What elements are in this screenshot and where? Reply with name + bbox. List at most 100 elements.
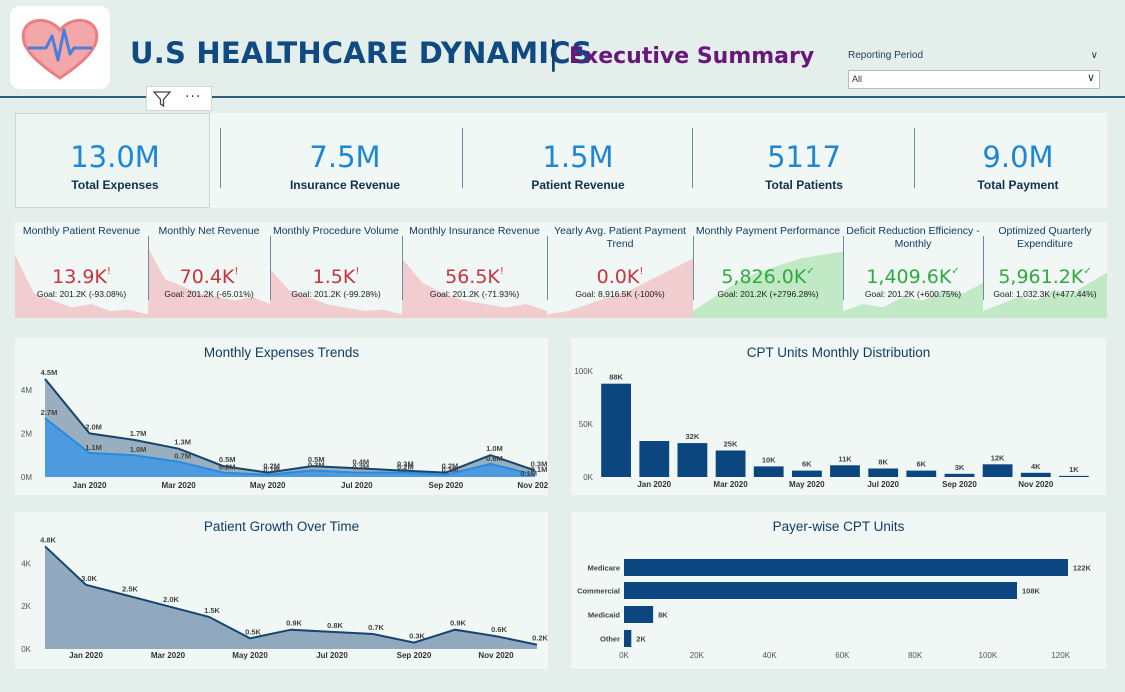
trend-area [693,251,843,318]
checkmark-icon: ✓ [806,266,815,277]
bar [624,559,1068,576]
data-label: 0.2M [442,462,459,471]
bar [830,465,860,477]
slicer-label: Reporting Period [848,50,924,61]
kpi-insurance-revenue[interactable]: 7.5M Insurance Revenue [225,113,465,208]
kpi-label: Patient Revenue [531,178,625,192]
x-tick-label: 100K [979,651,998,660]
kpi-divider [914,128,915,188]
x-tick-label: 20K [690,651,705,660]
visual-header-toolbar: ··· [146,86,212,111]
bar [1020,472,1051,477]
goal-kpi-card[interactable]: Monthly Procedure Volume 1.5K! Goal: 201.2… [270,222,402,318]
data-label: 0.1M [531,465,548,474]
goal-kpi-card[interactable]: Deficit Reduction Efficiency - Monthly 1,… [843,222,983,318]
monthly-expenses-chart[interactable]: Monthly Expenses Trends 0M 2M 4M 4.5M 2.0M 1.… [15,338,548,495]
y-tick-label: 0M [21,473,32,482]
data-label: 11K [838,454,852,463]
x-tick-label: Mar 2020 [713,480,748,489]
goal-kpi-title: Monthly Net Revenue [158,225,260,237]
kpi-total-expenses[interactable]: 13.0M Total Expenses [15,113,215,208]
bar [624,606,654,623]
data-label: 0.8K [327,621,343,630]
goal-kpi-divider [843,236,844,300]
filter-icon[interactable] [152,90,172,108]
y-tick-label: 50K [579,420,594,429]
bar [753,466,784,477]
kpi-total-payment[interactable]: 9.0M Total Payment [915,113,1121,208]
goal-kpi-card[interactable]: Monthly Insurance Revenue 56.5K! Goal: 201… [402,222,547,318]
goal-kpi-divider [148,236,149,300]
header-divider [0,96,1125,98]
payer-cpt-chart[interactable]: Payer-wise CPT Units Medicare 122K Commerc… [571,512,1106,669]
chart-title: Payer-wise CPT Units [772,519,905,534]
goal-kpi-number: 70.4K [179,266,235,288]
chevron-down-icon[interactable]: ∨ [1090,50,1098,61]
series-line [44,378,536,474]
x-tick-label: Sep 2020 [429,481,464,490]
data-label: 1K [1069,465,1079,474]
goal-kpi-goal: Goal: 1,032.3K (+477.44%) [993,289,1097,299]
bar [639,441,670,477]
y-category-label: Commercial [577,587,620,596]
logo [10,6,110,89]
kpi-label: Total Patients [765,178,843,192]
kpi-patient-revenue[interactable]: 1.5M Patient Revenue [463,113,693,208]
data-label: 0.3M [531,459,548,468]
goal-kpi-card[interactable]: Optimized Quarterly Expenditure 5,961.2K✓… [983,222,1107,318]
bar [601,383,631,477]
more-options-icon[interactable]: ··· [185,89,202,105]
goal-kpi-card[interactable]: Monthly Patient Revenue 13.9K! Goal: 201.2… [15,222,148,318]
y-tick-label: 0K [583,473,593,482]
y-category-label: Other [600,635,620,644]
data-label: 108K [1022,587,1041,596]
goal-kpi-card[interactable]: Monthly Payment Performance 5,826.0K✓ Goal… [693,222,843,318]
chart-title: Patient Growth Over Time [203,519,360,534]
data-label: 122K [1073,564,1092,573]
goal-kpi-goal: Goal: 201.2K (-99.28%) [291,289,381,299]
goal-kpi-card[interactable]: Monthly Net Revenue 70.4K! Goal: 201.2K (-… [148,222,270,318]
kpi-value: 13.0M [70,140,160,174]
reporting-period-slicer: Reporting Period ∨ All ∨ [848,50,1100,89]
data-label: 0.6K [491,625,507,634]
goal-kpi-goal: Goal: 201.2K (-65.01%) [164,289,254,299]
y-tick-label: 4M [21,386,32,395]
data-label: 3K [955,463,965,472]
goal-kpi-number: 0.0K [596,266,640,288]
bar [906,470,937,477]
goal-kpi-value: 1.5K! [270,266,402,288]
data-label: 3.0K [81,574,97,583]
goal-kpi-goal: Goal: 201.2K (+2796.28%) [717,289,819,299]
series-area [45,378,535,477]
x-tick-label: 120K [1051,651,1070,660]
goal-kpi-divider [547,236,548,300]
goal-kpi-card[interactable]: Yearly Avg. Patient Payment Trend 0.0K! Go… [547,222,693,318]
y-tick-label: 2K [21,602,31,611]
bar [1059,475,1089,477]
bar [868,468,899,477]
series-line [44,417,536,476]
cpt-units-chart[interactable]: CPT Units Monthly Distribution 0K 50K 100K… [571,338,1106,495]
trend-sparkline [843,283,983,318]
data-label: 0.2M [219,463,236,472]
kpi-total-patients[interactable]: 5117 Total Patients [693,113,915,208]
x-tick-label: May 2020 [232,651,268,660]
trend-area [983,272,1107,318]
goal-kpi-goal: Goal: 201.2K (+600.75%) [864,289,962,299]
chart-title: Monthly Expenses Trends [203,345,360,360]
trend-sparkline [402,258,547,318]
kpi-value: 9.0M [982,140,1054,174]
data-label: 6K [917,460,927,469]
data-label: 32K [686,432,700,441]
bar [982,464,1013,477]
patient-growth-chart[interactable]: Patient Growth Over Time 0K 2K 4K 4.8K 3.0K 2… [15,512,548,669]
bar [624,582,1017,599]
alert-icon: ! [639,266,644,277]
alert-icon: ! [499,266,504,277]
goal-kpi-value: 56.5K! [402,266,547,288]
goal-kpi-divider [402,236,403,300]
reporting-period-dropdown[interactable]: All ∨ [848,70,1100,89]
goal-kpi-number: 1,409.6K [866,266,952,288]
goal-kpi-title: Monthly Insurance Revenue [409,225,540,237]
y-category-label: Medicare [587,564,620,573]
